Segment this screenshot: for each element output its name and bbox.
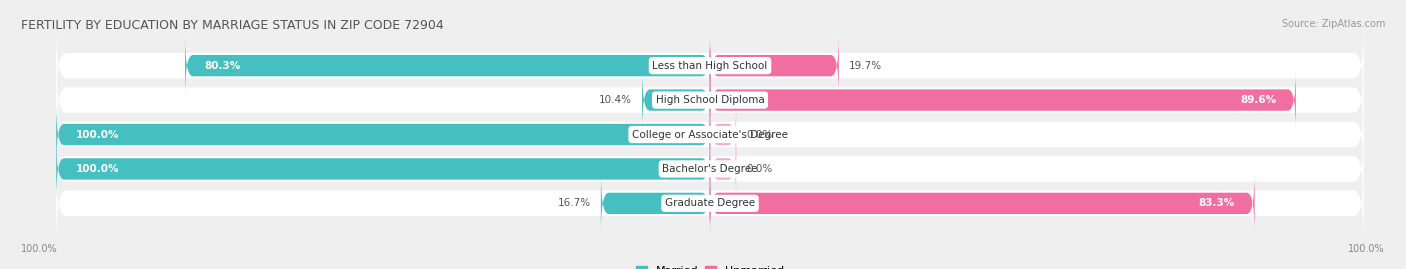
- FancyBboxPatch shape: [186, 35, 710, 96]
- Text: 80.3%: 80.3%: [205, 61, 240, 71]
- FancyBboxPatch shape: [56, 138, 710, 200]
- FancyBboxPatch shape: [710, 35, 839, 96]
- FancyBboxPatch shape: [56, 104, 710, 165]
- Text: Graduate Degree: Graduate Degree: [665, 198, 755, 208]
- Text: College or Associate's Degree: College or Associate's Degree: [633, 129, 787, 140]
- Text: High School Diploma: High School Diploma: [655, 95, 765, 105]
- Text: Source: ZipAtlas.com: Source: ZipAtlas.com: [1281, 19, 1385, 29]
- Text: 100.0%: 100.0%: [21, 244, 58, 254]
- FancyBboxPatch shape: [600, 173, 710, 234]
- Text: 19.7%: 19.7%: [849, 61, 882, 71]
- Text: Less than High School: Less than High School: [652, 61, 768, 71]
- FancyBboxPatch shape: [56, 95, 1364, 174]
- Text: Bachelor's Degree: Bachelor's Degree: [662, 164, 758, 174]
- FancyBboxPatch shape: [56, 164, 1364, 242]
- Legend: Married, Unmarried: Married, Unmarried: [631, 261, 789, 269]
- Text: 100.0%: 100.0%: [76, 129, 120, 140]
- FancyBboxPatch shape: [710, 138, 737, 200]
- FancyBboxPatch shape: [56, 27, 1364, 105]
- FancyBboxPatch shape: [710, 173, 1254, 234]
- Text: 16.7%: 16.7%: [558, 198, 591, 208]
- Text: 0.0%: 0.0%: [747, 164, 772, 174]
- Text: 0.0%: 0.0%: [747, 129, 772, 140]
- FancyBboxPatch shape: [56, 61, 1364, 139]
- FancyBboxPatch shape: [643, 69, 710, 131]
- Text: 89.6%: 89.6%: [1240, 95, 1277, 105]
- Text: 10.4%: 10.4%: [599, 95, 633, 105]
- FancyBboxPatch shape: [710, 69, 1296, 131]
- FancyBboxPatch shape: [56, 130, 1364, 208]
- Text: 100.0%: 100.0%: [76, 164, 120, 174]
- Text: 100.0%: 100.0%: [1348, 244, 1385, 254]
- FancyBboxPatch shape: [710, 104, 737, 165]
- Text: FERTILITY BY EDUCATION BY MARRIAGE STATUS IN ZIP CODE 72904: FERTILITY BY EDUCATION BY MARRIAGE STATU…: [21, 19, 444, 32]
- Text: 83.3%: 83.3%: [1199, 198, 1234, 208]
